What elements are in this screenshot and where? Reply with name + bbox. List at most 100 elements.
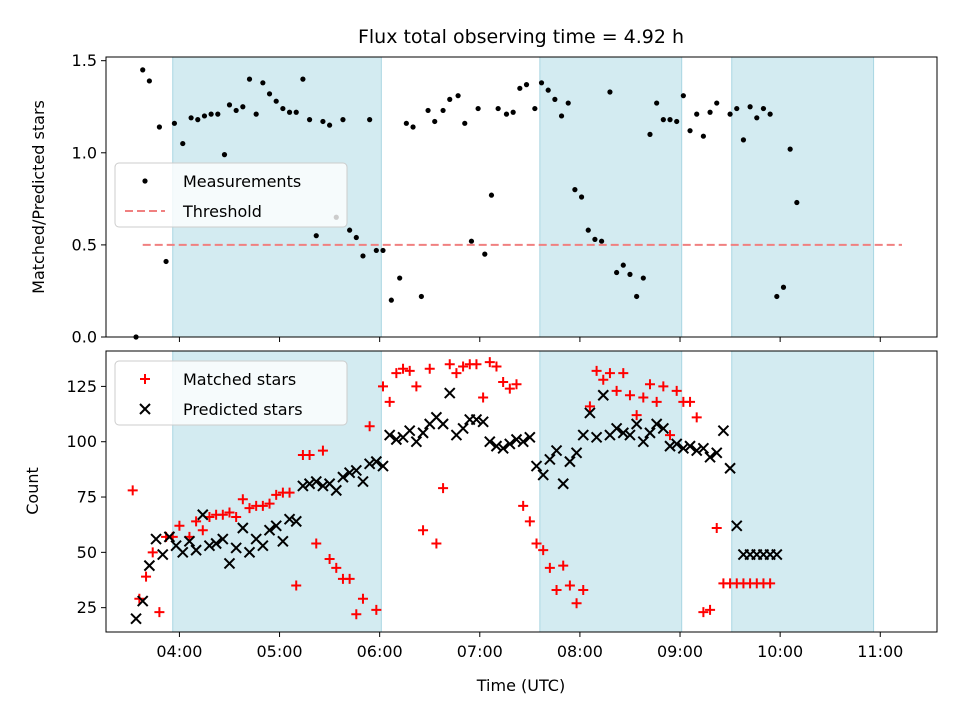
matched-star-point (458, 361, 469, 372)
predicted-star-point (150, 533, 162, 545)
predicted-star-point (497, 442, 509, 455)
measurement-point (293, 109, 299, 115)
measurement-point (488, 192, 495, 198)
predicted-star-point (377, 460, 389, 472)
measurement-point (373, 247, 379, 254)
measurement-point (740, 137, 747, 143)
measurement-point (246, 76, 253, 82)
predicted-star-point (510, 433, 523, 446)
predicted-star-point (724, 462, 736, 474)
predicted-star-point (590, 431, 603, 443)
matched-star-point (685, 396, 696, 407)
predicted-star-point (417, 427, 429, 439)
predicted-star-point (444, 387, 456, 399)
measurement-point (585, 227, 591, 233)
measurement-point (440, 107, 446, 114)
measurement-point (273, 98, 279, 104)
bottom-y-axis-label: Count (23, 467, 42, 515)
predicted-star-point (684, 440, 696, 452)
matched-star-point (147, 547, 158, 558)
predicted-star-point (337, 471, 349, 483)
measurement-point (727, 111, 733, 117)
predicted-star-point (577, 429, 589, 441)
measurement-point (455, 93, 461, 99)
measurement-point (286, 109, 293, 115)
measurement-point (163, 258, 169, 265)
measurement-point (468, 238, 475, 244)
measurement-point (578, 194, 585, 200)
measurement-point (306, 117, 313, 123)
matched-star-point (551, 584, 562, 595)
x-tick-label: 06:00 (357, 642, 403, 661)
matched-star-point (618, 368, 629, 379)
measurement-point (280, 105, 286, 112)
predicted-star-point (203, 540, 216, 552)
matched-star-point (141, 571, 152, 582)
matched-star-point (231, 511, 242, 522)
matched-star-point (174, 520, 185, 531)
x-tick-label: 10:00 (757, 642, 803, 661)
matched-star-point (564, 580, 575, 591)
y-tick-label: 100 (66, 432, 97, 451)
matched-star-point (484, 357, 495, 368)
measurement-point (397, 275, 403, 281)
predicted-star-point (403, 424, 416, 437)
top-y-axis: 0.0 0.5 1.0 1.5 (72, 51, 106, 347)
predicted-star-point (537, 469, 549, 481)
top-legend: Measurements Threshold (114, 162, 348, 228)
matched-star-point (578, 584, 589, 595)
predicted-star-point (650, 418, 663, 430)
measurement-point (767, 111, 773, 117)
predicted-star-point (731, 520, 743, 532)
measurement-point (607, 89, 613, 95)
measurement-point (313, 233, 319, 239)
matched-star-point (665, 430, 676, 441)
matched-star-point (331, 562, 342, 573)
matched-star-point (127, 485, 138, 496)
predicted-star-point (544, 453, 556, 466)
bottom-series-marks (127, 357, 783, 625)
y-tick-label: 75 (77, 488, 97, 507)
top-x-ticks (178, 337, 881, 342)
predicted-star-point (584, 407, 596, 419)
measurement-point (353, 234, 359, 241)
x-tick-label: 04:00 (156, 642, 202, 661)
predicted-star-point (637, 436, 650, 448)
measurement-point (180, 140, 186, 147)
measurement-point (614, 269, 620, 276)
matched-star-point (644, 379, 655, 390)
predicted-star-point (664, 440, 676, 452)
predicted-star-point (610, 422, 623, 435)
measurement-point (538, 80, 545, 86)
measurement-point (627, 271, 633, 277)
predicted-star-point (410, 436, 423, 448)
predicted-star-point (697, 442, 710, 455)
matched-star-point (237, 494, 248, 505)
measurement-point (188, 115, 194, 121)
predicted-star-point (711, 447, 723, 459)
matched-star-point (651, 396, 662, 407)
matched-star-point (698, 607, 709, 618)
predicted-star-point (504, 438, 516, 450)
measurement-point (572, 187, 578, 193)
measurement-point (714, 100, 720, 106)
measurement-point (558, 113, 565, 119)
measurement-point (320, 118, 326, 125)
measurement-point (432, 118, 438, 125)
predicted-star-point (717, 424, 730, 437)
measurement-point (680, 93, 686, 99)
measurement-point (253, 111, 259, 117)
predicted-star-point (517, 436, 529, 448)
legend-box (114, 162, 348, 228)
matched-star-point (264, 498, 275, 509)
matched-star-point (604, 368, 615, 379)
predicted-star-point (303, 478, 316, 490)
x-tick-label: 11:00 (857, 642, 903, 661)
predicted-star-point (704, 451, 716, 463)
predicted-star-point (557, 478, 569, 490)
predicted-star-point (363, 458, 376, 470)
observing-period-3 (731, 350, 875, 633)
observing-period-2 (539, 56, 683, 338)
legend-box (114, 360, 348, 426)
